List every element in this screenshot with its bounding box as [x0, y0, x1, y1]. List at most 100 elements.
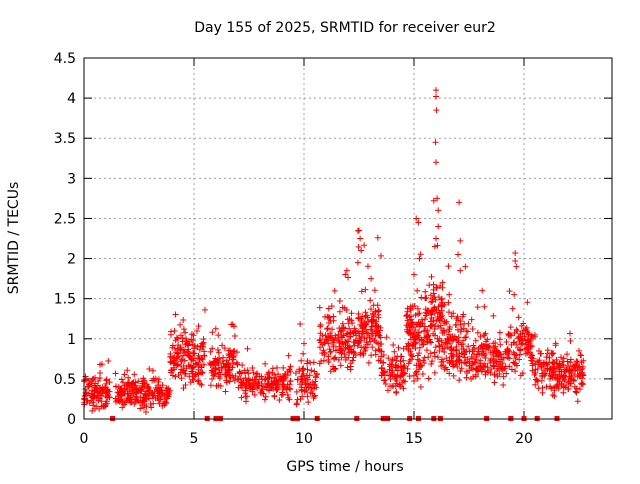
data-point — [362, 309, 369, 316]
data-point — [130, 390, 137, 397]
data-point — [258, 373, 265, 380]
data-point — [331, 355, 338, 362]
data-point — [364, 341, 371, 348]
data-point — [113, 383, 120, 390]
data-point — [447, 346, 454, 353]
data-point — [244, 345, 251, 352]
data-point — [325, 314, 332, 321]
data-point — [393, 357, 400, 364]
data-point — [266, 374, 273, 381]
data-point — [325, 319, 332, 326]
plot-frame — [83, 57, 613, 420]
data-point — [368, 275, 375, 282]
data-point — [517, 347, 524, 354]
data-point — [498, 351, 505, 358]
data-point — [180, 367, 187, 374]
data-point — [308, 385, 315, 392]
data-point — [434, 242, 441, 249]
data-point — [555, 385, 562, 392]
data-point — [523, 341, 530, 348]
data-point — [215, 349, 222, 356]
data-point — [320, 347, 327, 354]
data-point — [378, 341, 385, 348]
data-point — [470, 373, 477, 380]
data-point — [375, 314, 382, 321]
data-point — [421, 359, 428, 366]
data-point — [356, 227, 362, 234]
data-point — [504, 347, 511, 354]
data-point — [319, 332, 326, 339]
data-point — [543, 383, 550, 390]
data-point — [453, 335, 460, 342]
data-point — [336, 297, 343, 304]
data-point — [236, 369, 243, 376]
data-point — [439, 302, 446, 309]
data-point — [178, 366, 185, 373]
data-point — [141, 379, 148, 386]
data-point — [397, 358, 404, 365]
data-point — [212, 355, 219, 362]
data-point — [458, 365, 465, 372]
data-point — [126, 397, 133, 404]
data-point — [425, 375, 432, 382]
data-point — [284, 372, 291, 379]
data-point — [249, 388, 256, 395]
data-point — [491, 371, 498, 378]
data-point — [472, 358, 479, 365]
data-point — [446, 291, 453, 298]
data-point — [463, 360, 470, 367]
data-point — [83, 389, 90, 396]
data-point — [317, 321, 324, 328]
data-point — [182, 381, 189, 388]
data-point — [528, 332, 535, 339]
x-tick-label: 10 — [295, 431, 313, 447]
data-point — [323, 336, 330, 343]
data-point — [415, 329, 422, 336]
data-point — [448, 313, 455, 320]
data-point — [227, 374, 234, 381]
data-point — [416, 310, 423, 317]
data-point — [474, 304, 481, 311]
data-point — [473, 356, 480, 363]
data-point — [438, 307, 445, 314]
data-point — [557, 362, 564, 369]
data-point — [577, 352, 584, 359]
y-tick-label: 4.5 — [54, 51, 76, 67]
grid-lines — [84, 58, 612, 419]
data-point — [294, 396, 301, 403]
data-point — [363, 330, 370, 337]
data-point — [534, 366, 541, 373]
data-point — [435, 223, 442, 230]
data-point — [407, 330, 414, 337]
data-point — [449, 333, 456, 340]
data-point — [567, 338, 574, 345]
data-point — [534, 378, 541, 385]
data-point — [401, 362, 408, 369]
data-point — [482, 341, 489, 348]
data-point — [517, 331, 524, 338]
data-point — [553, 356, 560, 363]
data-point — [184, 340, 191, 347]
data-point — [490, 312, 497, 319]
data-point — [360, 323, 367, 330]
data-point — [265, 369, 272, 376]
data-point — [466, 367, 473, 374]
data-point — [161, 401, 168, 408]
data-point — [428, 299, 435, 306]
data-point — [148, 404, 155, 411]
data-point — [367, 297, 374, 304]
data-point — [180, 385, 187, 392]
data-point — [435, 207, 442, 214]
data-point — [410, 334, 417, 341]
data-point — [374, 234, 381, 241]
data-point — [437, 322, 444, 329]
data-point — [105, 357, 112, 364]
data-point — [511, 330, 518, 337]
data-point — [191, 345, 198, 352]
data-point — [97, 370, 104, 377]
data-point — [549, 350, 556, 357]
data-point — [357, 351, 364, 358]
data-point — [347, 333, 354, 340]
data-point — [198, 363, 205, 370]
